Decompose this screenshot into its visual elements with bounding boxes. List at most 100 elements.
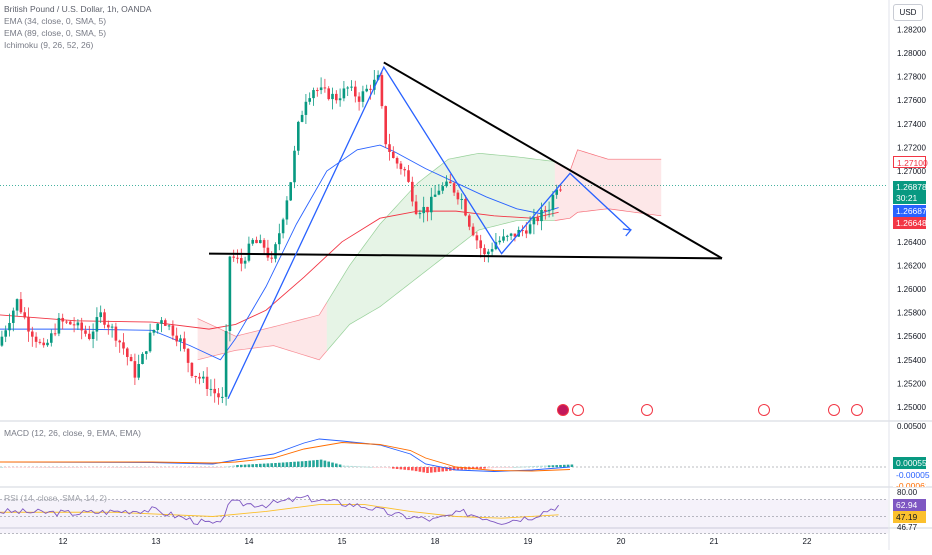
candle-body: [471, 226, 475, 236]
macd-histogram-bar: [198, 467, 201, 468]
candle-body: [418, 213, 422, 215]
candle-body: [509, 233, 513, 236]
candle-body: [487, 251, 490, 255]
macd-axis-label: 0.00500: [897, 422, 926, 431]
candle-body: [350, 86, 353, 88]
macd-histogram-bar: [262, 463, 266, 467]
macd-histogram-bar: [76, 467, 80, 468]
macd-histogram-bar: [433, 467, 437, 473]
candle-body: [441, 186, 444, 191]
candle-body: [289, 182, 292, 201]
candle-body: [266, 247, 270, 258]
candle-body: [46, 342, 49, 346]
macd-histogram-bar: [15, 467, 19, 468]
candle-body: [126, 348, 129, 357]
candle-body: [255, 239, 258, 244]
macd-histogram-bar: [525, 466, 528, 468]
y-tick-label: 1.25400: [897, 356, 926, 365]
candle-body: [34, 336, 38, 342]
candle-body: [171, 325, 175, 336]
y-tick-label: 1.26000: [897, 285, 926, 294]
candle-body: [175, 335, 178, 342]
macd-histogram-bar: [0, 467, 4, 468]
macd-histogram-bar: [350, 465, 353, 467]
macd-histogram-bar: [570, 464, 574, 467]
macd-histogram-bar: [148, 467, 152, 468]
candle-body: [156, 323, 159, 330]
candle-body: [57, 317, 61, 334]
macd-tag-macd: -0.00005: [893, 469, 930, 481]
candle-body: [338, 98, 342, 101]
candle-body: [483, 248, 486, 255]
y-tick-label: 1.25600: [897, 332, 926, 341]
candle-body: [274, 244, 277, 259]
ema34-legend[interactable]: EMA (34, close, 0, SMA, 5): [4, 16, 107, 26]
macd-histogram-bar: [194, 467, 197, 468]
macd-histogram-bar: [312, 460, 315, 467]
rsi-legend[interactable]: RSI (14, close, SMA, 14, 2): [4, 493, 107, 503]
candle-body: [72, 324, 76, 326]
candle-body: [91, 331, 95, 339]
macd-histogram-bar: [346, 465, 349, 467]
macd-histogram-bar: [224, 466, 228, 468]
ema89-legend[interactable]: EMA (89, close, 0, SMA, 5): [4, 28, 107, 38]
x-tick-label: 15: [338, 537, 347, 546]
y-tick-label: 1.28000: [897, 49, 926, 58]
economic-event-icon: [828, 404, 840, 416]
price-tag-countdown: 30:21: [893, 192, 926, 204]
candle-body: [103, 312, 106, 325]
economic-event-icon: [758, 404, 770, 416]
macd-histogram-bar: [289, 462, 292, 467]
macd-histogram-bar: [190, 467, 194, 468]
price-tag-last: 1.26878: [893, 181, 927, 193]
macd-histogram-bar: [528, 466, 532, 467]
macd-histogram-bar: [107, 467, 110, 468]
macd-histogram-bar: [559, 464, 562, 467]
macd-histogram-bar: [133, 467, 137, 468]
x-tick-label: 20: [617, 537, 626, 546]
candle-body: [23, 312, 26, 318]
y-tick-label: 1.25800: [897, 309, 926, 318]
ichimoku-cloud-bull: [326, 153, 555, 351]
macd-histogram-bar: [540, 465, 543, 467]
macd-histogram-bar: [487, 467, 490, 469]
candle-body: [513, 233, 517, 237]
macd-histogram-bar: [392, 467, 395, 469]
candle-body: [84, 330, 87, 334]
x-tick-label: 14: [245, 537, 254, 546]
macd-histogram-bar: [213, 467, 216, 468]
macd-histogram-bar: [57, 467, 61, 468]
macd-histogram-bar: [418, 467, 422, 472]
macd-histogram-bar: [156, 467, 159, 468]
chart-title: British Pound / U.S. Dollar, 1h, OANDA: [4, 4, 152, 14]
candle-body: [42, 342, 45, 346]
macd-histogram-bar: [452, 467, 456, 471]
macd-histogram-bar: [129, 467, 133, 468]
candle-body: [373, 79, 376, 90]
candle-body: [278, 233, 281, 245]
candle-body: [521, 229, 524, 231]
macd-histogram-bar: [179, 467, 182, 468]
macd-tag-histogram: 0.00055: [893, 457, 927, 469]
macd-histogram-bar: [426, 467, 429, 473]
rsi-line: [0, 494, 559, 526]
macd-histogram-bar: [69, 467, 72, 468]
macd-histogram-bar: [437, 467, 441, 472]
candle-body: [228, 256, 232, 331]
macd-histogram-bar: [304, 461, 308, 467]
macd-legend[interactable]: MACD (12, 26, close, 9, EMA, EMA): [4, 428, 141, 438]
macd-histogram-bar: [91, 467, 95, 468]
macd-histogram-bar: [27, 467, 30, 468]
candle-body: [251, 239, 254, 244]
candle-body: [297, 121, 300, 151]
macd-histogram-bar: [118, 467, 121, 468]
candle-body: [217, 393, 220, 398]
ichimoku-legend[interactable]: Ichimoku (9, 26, 52, 26): [4, 40, 94, 50]
candle-body: [285, 200, 289, 220]
currency-button[interactable]: USD: [893, 4, 923, 21]
macd-histogram-bar: [183, 467, 186, 468]
price-tag-ichimoku: 1.27100: [893, 156, 928, 168]
macd-histogram-bar: [380, 467, 384, 468]
